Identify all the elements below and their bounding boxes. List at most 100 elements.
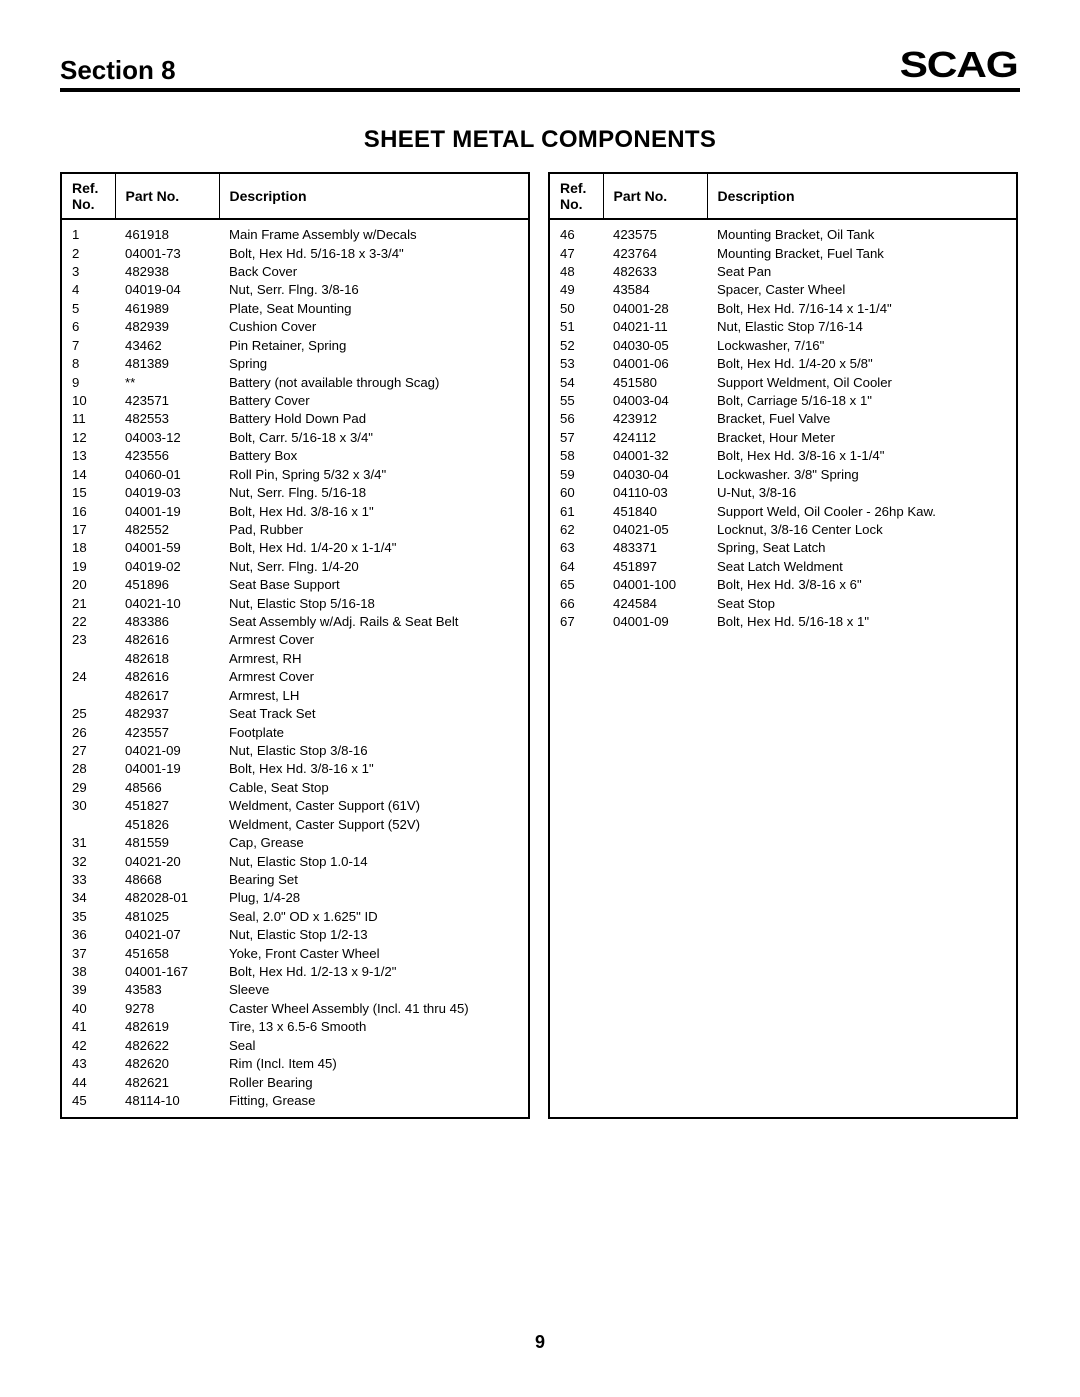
cell-partno: 9278: [115, 999, 219, 1017]
cell-desc: Battery (not available through Scag): [219, 373, 529, 391]
table-row: [549, 963, 1017, 981]
table-row: 1804001-59Bolt, Hex Hd. 1/4-20 x 1-1/4": [61, 539, 529, 557]
parts-table-right: Ref. No. Part No. Description 46423575Mo…: [548, 172, 1018, 1119]
cell-desc: Tire, 13 x 6.5-6 Smooth: [219, 1018, 529, 1036]
cell-desc: Lockwasher. 3/8" Spring: [707, 465, 1017, 483]
cell-partno: 04001-167: [115, 963, 219, 981]
table-row: [549, 742, 1017, 760]
table-row: 1604001-19Bolt, Hex Hd. 3/8-16 x 1": [61, 502, 529, 520]
cell-partno: 43583: [115, 981, 219, 999]
table-row: 3804001-167Bolt, Hex Hd. 1/2-13 x 9-1/2": [61, 963, 529, 981]
cell-ref: 22: [61, 613, 115, 631]
brand-logo: SCAG: [900, 44, 1020, 86]
cell-partno: 482937: [115, 705, 219, 723]
cell-ref: [549, 631, 603, 649]
cell-ref: [549, 1073, 603, 1091]
table-row: 404019-04Nut, Serr. Flng. 3/8-16: [61, 281, 529, 299]
cell-ref: [61, 649, 115, 667]
cell-desc: Main Frame Assembly w/Decals: [219, 219, 529, 244]
cell-partno: 482619: [115, 1018, 219, 1036]
cell-ref: 23: [61, 631, 115, 649]
cell-ref: 27: [61, 742, 115, 760]
cell-desc: Seat Pan: [707, 263, 1017, 281]
table-row: 31481559Cap, Grease: [61, 834, 529, 852]
cell-ref: 15: [61, 484, 115, 502]
section-label: Section 8: [60, 55, 176, 86]
col-ref: Ref. No.: [549, 173, 603, 219]
cell-ref: 34: [61, 889, 115, 907]
cell-ref: 54: [549, 373, 603, 391]
cell-partno: [603, 1055, 707, 1073]
cell-desc: Roller Bearing: [219, 1073, 529, 1091]
cell-desc: [707, 907, 1017, 925]
cell-ref: 39: [61, 981, 115, 999]
cell-ref: 41: [61, 1018, 115, 1036]
cell-desc: Pad, Rubber: [219, 520, 529, 538]
cell-desc: Roll Pin, Spring 5/32 x 3/4": [219, 465, 529, 483]
cell-ref: 29: [61, 778, 115, 796]
table-row: 24482616Armrest Cover: [61, 668, 529, 686]
table-row: [549, 981, 1017, 999]
cell-ref: [549, 889, 603, 907]
table-row: [549, 649, 1017, 667]
cell-ref: 26: [61, 723, 115, 741]
cell-partno: [603, 981, 707, 999]
cell-partno: [603, 1092, 707, 1119]
cell-desc: Bolt, Carriage 5/16-18 x 1": [707, 391, 1017, 409]
cell-desc: Bracket, Hour Meter: [707, 428, 1017, 446]
cell-partno: 04021-09: [115, 742, 219, 760]
cell-partno: 424112: [603, 428, 707, 446]
cell-partno: [603, 1018, 707, 1036]
cell-partno: 482618: [115, 649, 219, 667]
table-row: 9**Battery (not available through Scag): [61, 373, 529, 391]
cell-ref: 66: [549, 594, 603, 612]
cell-ref: 8: [61, 355, 115, 373]
cell-desc: Sleeve: [219, 981, 529, 999]
table-row: 44482621Roller Bearing: [61, 1073, 529, 1091]
table-row: 54451580Support Weldment, Oil Cooler: [549, 373, 1017, 391]
cell-desc: Armrest Cover: [219, 668, 529, 686]
cell-partno: 04001-19: [115, 502, 219, 520]
cell-ref: 7: [61, 336, 115, 354]
cell-desc: Bolt, Hex Hd. 3/8-16 x 6": [707, 576, 1017, 594]
cell-partno: 04001-32: [603, 447, 707, 465]
cell-partno: 451827: [115, 797, 219, 815]
cell-ref: 33: [61, 870, 115, 888]
cell-desc: [707, 1092, 1017, 1119]
cell-partno: [603, 926, 707, 944]
cell-partno: 04001-19: [115, 760, 219, 778]
table-row: [549, 1055, 1017, 1073]
table-row: 1204003-12Bolt, Carr. 5/16-18 x 3/4": [61, 428, 529, 446]
cell-ref: 64: [549, 557, 603, 575]
cell-partno: 481025: [115, 907, 219, 925]
tables-wrap: Ref. No. Part No. Description 1461918Mai…: [60, 172, 1020, 1119]
cell-desc: Cap, Grease: [219, 834, 529, 852]
cell-partno: 451840: [603, 502, 707, 520]
cell-ref: 21: [61, 594, 115, 612]
cell-desc: Back Cover: [219, 263, 529, 281]
cell-ref: [549, 907, 603, 925]
table-row: 37451658Yoke, Front Caster Wheel: [61, 944, 529, 962]
table-row: 1461918Main Frame Assembly w/Decals: [61, 219, 529, 244]
table-row: 1504019-03Nut, Serr. Flng. 5/16-18: [61, 484, 529, 502]
cell-partno: [603, 999, 707, 1017]
table-row: [549, 723, 1017, 741]
cell-partno: 482616: [115, 631, 219, 649]
table-row: 5204030-05Lockwasher, 7/16": [549, 336, 1017, 354]
cell-ref: 46: [549, 219, 603, 244]
cell-desc: [707, 926, 1017, 944]
cell-ref: 44: [61, 1073, 115, 1091]
table-row: 42482622Seal: [61, 1036, 529, 1054]
cell-ref: [549, 981, 603, 999]
cell-partno: 04030-04: [603, 465, 707, 483]
table-row: [549, 778, 1017, 796]
cell-desc: Mounting Bracket, Oil Tank: [707, 219, 1017, 244]
cell-partno: [603, 631, 707, 649]
table-row: [549, 760, 1017, 778]
cell-ref: 1: [61, 219, 115, 244]
cell-ref: 17: [61, 520, 115, 538]
cell-desc: Lockwasher, 7/16": [707, 336, 1017, 354]
table-row: [549, 1018, 1017, 1036]
cell-ref: 59: [549, 465, 603, 483]
cell-desc: Nut, Serr. Flng. 5/16-18: [219, 484, 529, 502]
